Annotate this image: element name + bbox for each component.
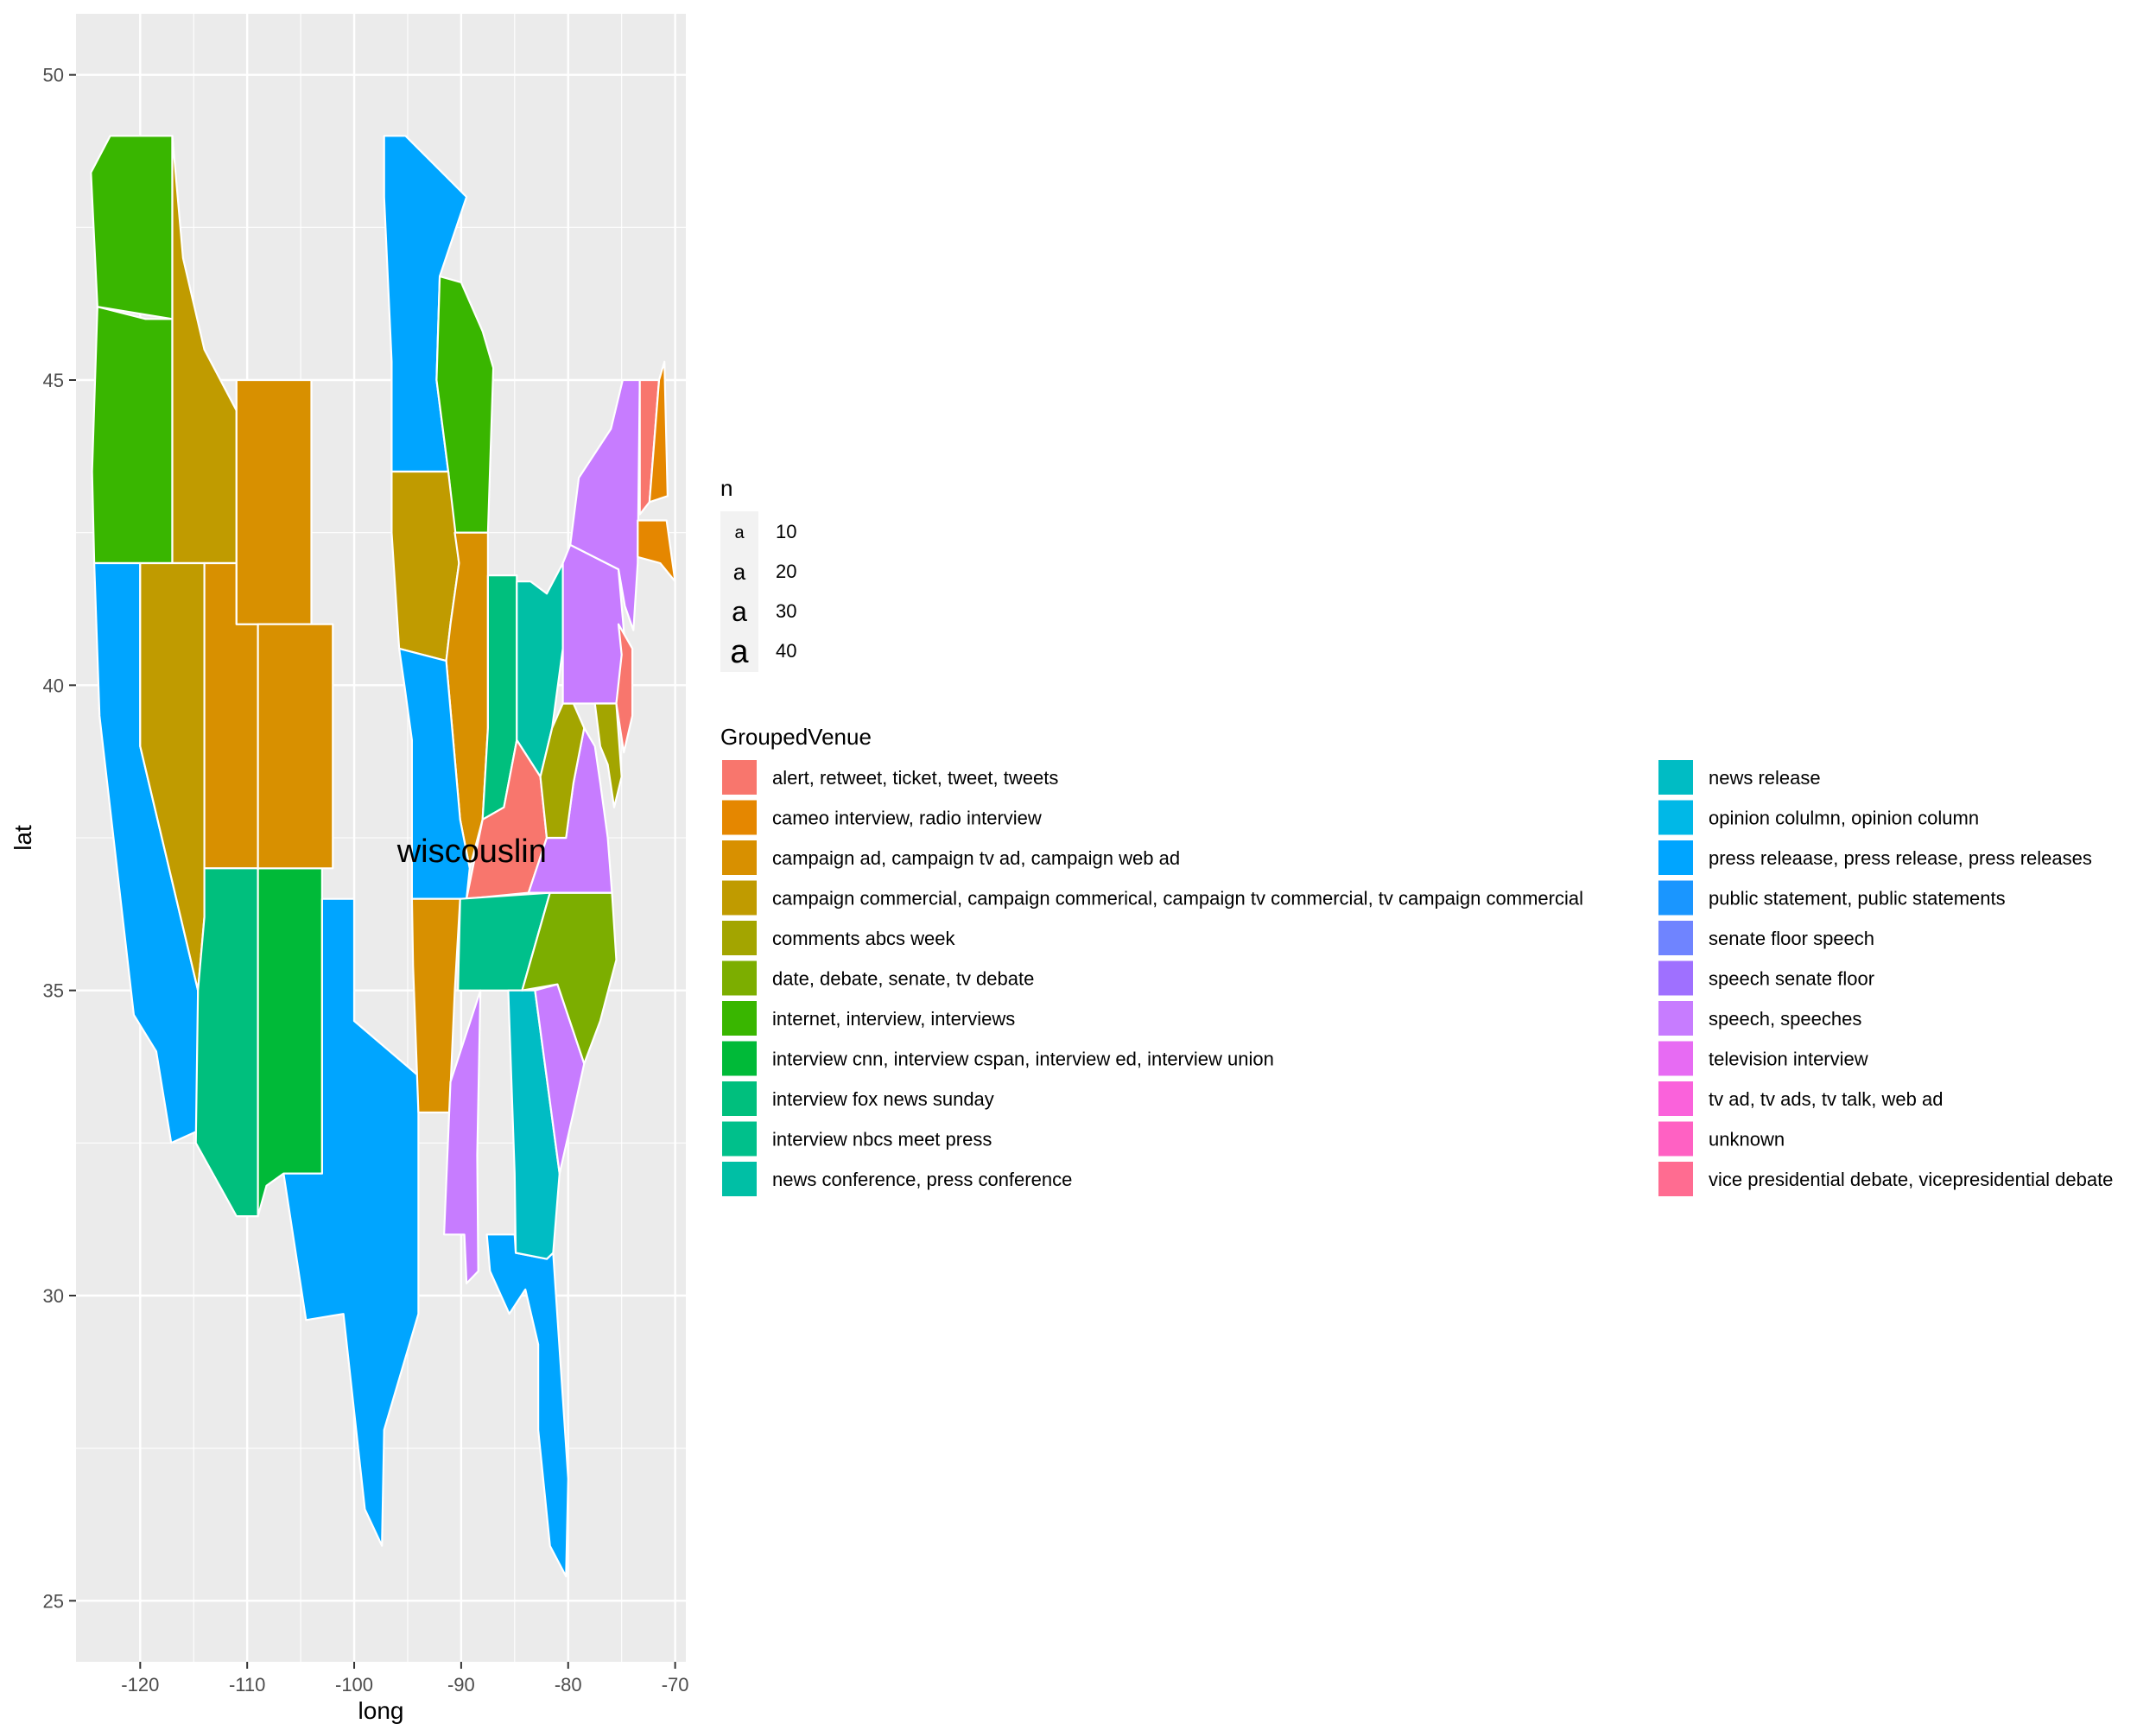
- fill-legend-label: campaign commercial, campaign commerical…: [772, 888, 1583, 910]
- fill-legend-swatch: [1658, 1162, 1693, 1196]
- region-washington: [90, 135, 174, 320]
- fill-legend-swatch: [1658, 1001, 1693, 1036]
- fill-legend-swatch: [1658, 1121, 1693, 1157]
- size-legend-label: 40: [776, 640, 796, 662]
- fill-legend-label: speech senate floor: [1709, 968, 1874, 990]
- region-texas: [282, 897, 420, 1547]
- x-tick-label: -100: [335, 1674, 373, 1695]
- size-legend-label: 20: [776, 561, 796, 582]
- fill-legend-swatch: [722, 880, 757, 916]
- region-maryland-delaware: [593, 702, 623, 808]
- fill-legend-label: interview nbcs meet press: [772, 1129, 992, 1150]
- fill-legend-label: interview fox news sunday: [772, 1088, 994, 1110]
- fill-legend-swatch: [722, 960, 757, 996]
- fill-legend-label: senate floor speech: [1709, 928, 1874, 949]
- region-massachusetts: [637, 519, 676, 583]
- size-legend: n a 10 a 20 a 30 a 40: [720, 475, 796, 672]
- x-tick-label: -120: [121, 1674, 159, 1695]
- state-name-label: wiscouslin: [396, 833, 547, 870]
- y-tick-label: 45: [43, 370, 64, 391]
- fill-legend-swatch: [1658, 1041, 1693, 1076]
- region-new-jersey: [615, 623, 634, 754]
- fill-legend-label: public statement, public statements: [1709, 888, 2006, 910]
- size-legend-title: n: [720, 475, 732, 501]
- fill-legend-label: interview cnn, interview cspan, intervie…: [772, 1049, 1274, 1070]
- size-legend-key-background: [720, 511, 758, 672]
- region-wyoming: [235, 378, 313, 625]
- fill-legend-swatch: [1658, 840, 1693, 875]
- region-new-york: [569, 378, 641, 631]
- fill-legend-swatch: [1658, 760, 1693, 795]
- region-colorado: [257, 623, 334, 870]
- y-tick-label: 35: [43, 980, 64, 1002]
- x-tick-label: -90: [447, 1674, 475, 1695]
- fill-legend-swatch: [722, 1162, 757, 1196]
- fill-legend-swatch: [722, 1041, 757, 1076]
- axis-ticks: -120 -110 -100 -90 -80 -70 25 30 35 40 45 50: [43, 65, 689, 1695]
- y-tick-label: 40: [43, 675, 64, 696]
- x-tick-label: -70: [662, 1674, 689, 1695]
- size-legend-label: 30: [776, 600, 796, 622]
- y-axis-title: lat: [10, 825, 36, 851]
- fill-legend-title: GroupedVenue: [720, 724, 872, 750]
- fill-legend-label: campaign ad, campaign tv ad, campaign we…: [772, 847, 1180, 869]
- fill-legend-label: comments abcs week: [772, 928, 956, 949]
- x-axis-title: long: [358, 1697, 404, 1724]
- region-mississippi: [442, 989, 482, 1285]
- size-legend-glyph: a: [730, 634, 749, 670]
- fill-legend-label: unknown: [1709, 1129, 1785, 1150]
- fill-legend-swatch: [1658, 921, 1693, 955]
- fill-legend-swatch: [1658, 880, 1693, 916]
- fill-legend-label: alert, retweet, ticket, tweet, tweets: [772, 767, 1058, 789]
- y-tick-label: 50: [43, 65, 64, 86]
- y-tick-label: 25: [43, 1590, 64, 1612]
- fill-legend-swatch: [722, 1121, 757, 1157]
- fill-legend-label: vice presidential debate, vicepresidenti…: [1709, 1169, 2113, 1190]
- size-legend-glyph: a: [733, 559, 746, 585]
- x-tick-label: -110: [229, 1674, 265, 1695]
- fill-legend-label: speech, speeches: [1709, 1008, 1861, 1030]
- fill-legend-label: press releaase, press release, press rel…: [1709, 847, 2092, 869]
- fill-legend-label: television interview: [1709, 1049, 1868, 1070]
- fill-legend-label: news conference, press conference: [772, 1169, 1072, 1190]
- y-tick-label: 30: [43, 1285, 64, 1307]
- fill-legend-label: opinion colulmn, opinion column: [1709, 808, 1979, 829]
- fill-legend-label: cameo interview, radio interview: [772, 808, 1042, 829]
- fill-legend-swatch: [1658, 960, 1693, 996]
- region-west-virginia: [539, 702, 586, 840]
- size-legend-glyph: a: [732, 596, 747, 627]
- region-new-mexico: [257, 867, 323, 1218]
- region-oregon: [91, 306, 174, 565]
- x-tick-label: -80: [555, 1674, 582, 1695]
- fill-legend-label: news release: [1709, 767, 1821, 789]
- fill-legend-label: tv ad, tv ads, tv talk, web ad: [1709, 1088, 1943, 1110]
- fill-legend-swatch: [722, 1001, 757, 1036]
- fill-legend-swatch: [722, 840, 757, 875]
- fill-legend: GroupedVenue alert, retweet, ticket, twe…: [720, 724, 2113, 1196]
- size-legend-glyph: a: [734, 523, 745, 542]
- size-legend-label: 10: [776, 521, 796, 542]
- region-tennessee: [457, 891, 551, 992]
- fill-legend-swatch: [722, 760, 757, 795]
- region-new-hampshire: [648, 360, 669, 504]
- fill-legend-swatch: [722, 1081, 757, 1116]
- fill-legend-swatch: [722, 800, 757, 835]
- fill-legend-label: internet, interview, interviews: [772, 1008, 1015, 1030]
- fill-legend-label: date, debate, senate, tv debate: [772, 968, 1034, 990]
- state-regions: [90, 135, 676, 1578]
- fill-legend-swatch: [1658, 1081, 1693, 1116]
- fill-legend-swatch: [722, 921, 757, 955]
- fill-legend-swatch: [1658, 800, 1693, 835]
